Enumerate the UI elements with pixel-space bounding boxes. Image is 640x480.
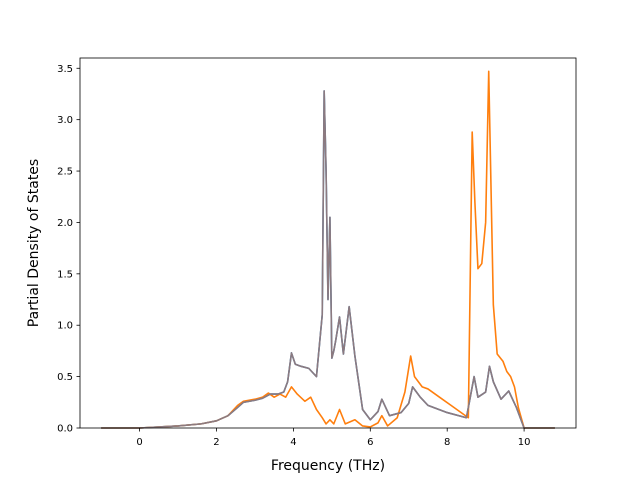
y-tick-label: 1.5 [57, 269, 73, 280]
y-axis-label: Partial Density of States [26, 159, 42, 327]
x-tick-label: 8 [444, 437, 450, 448]
y-axis-ticks: 0.0 0.5 1.0 1.5 2.0 2.5 3.0 3.5 [57, 64, 80, 435]
x-tick-label: 10 [518, 437, 531, 448]
y-tick-label: 0.5 [57, 372, 73, 383]
plot-area [79, 57, 577, 429]
y-tick-label: 3.0 [57, 115, 73, 126]
axes-frame [79, 57, 577, 429]
x-tick-label: 0 [136, 437, 142, 448]
series-line-2 [101, 90, 555, 429]
y-tick-label: 2.5 [57, 167, 73, 178]
series-line-1 [101, 70, 555, 429]
x-tick-label: 2 [213, 437, 219, 448]
y-tick-label: 3.5 [57, 64, 73, 75]
x-axis-ticks: 0 2 4 6 8 10 [136, 428, 530, 448]
x-tick-label: 6 [367, 437, 373, 448]
x-tick-label: 4 [290, 437, 296, 448]
y-tick-label: 1.0 [57, 321, 73, 332]
y-tick-label: 0.0 [57, 424, 73, 435]
x-axis-label: Frequency (THz) [271, 458, 385, 474]
y-tick-label: 2.0 [57, 218, 73, 229]
series-layer [101, 70, 555, 429]
